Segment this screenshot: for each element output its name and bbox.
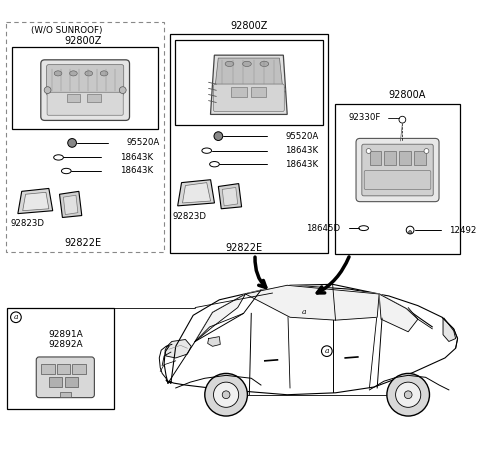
FancyBboxPatch shape <box>364 171 431 190</box>
Ellipse shape <box>202 148 212 153</box>
Ellipse shape <box>70 71 77 76</box>
Circle shape <box>399 116 406 123</box>
Circle shape <box>406 226 414 234</box>
Polygon shape <box>218 184 241 209</box>
Bar <box>384 151 396 165</box>
Bar <box>251 87 266 97</box>
Bar <box>7 307 114 409</box>
Bar <box>370 151 381 165</box>
Circle shape <box>366 149 371 153</box>
Text: 92823D: 92823D <box>172 212 206 221</box>
Polygon shape <box>379 294 418 332</box>
Ellipse shape <box>359 226 369 231</box>
Circle shape <box>214 382 239 407</box>
Text: 95520A: 95520A <box>285 132 318 140</box>
Polygon shape <box>18 188 53 213</box>
Polygon shape <box>63 195 78 214</box>
Text: 18643K: 18643K <box>285 146 318 155</box>
Text: 92891A: 92891A <box>48 330 83 339</box>
Circle shape <box>11 312 21 323</box>
Circle shape <box>387 373 430 416</box>
FancyBboxPatch shape <box>214 84 284 112</box>
Ellipse shape <box>242 61 251 66</box>
Text: 18643K: 18643K <box>120 153 153 162</box>
Bar <box>231 87 247 97</box>
Circle shape <box>404 391 412 399</box>
Polygon shape <box>216 58 282 85</box>
Text: 92892A: 92892A <box>48 340 83 349</box>
Ellipse shape <box>260 61 269 66</box>
Circle shape <box>396 382 421 407</box>
Bar <box>414 151 426 165</box>
Polygon shape <box>60 191 82 218</box>
Circle shape <box>271 289 280 298</box>
Ellipse shape <box>54 155 63 160</box>
Circle shape <box>68 139 76 147</box>
Ellipse shape <box>61 168 71 173</box>
Bar <box>60 392 71 397</box>
Text: 12492: 12492 <box>449 226 476 234</box>
Bar <box>67 94 80 101</box>
Circle shape <box>286 293 290 297</box>
Text: 18643K: 18643K <box>285 159 318 169</box>
Polygon shape <box>23 193 49 211</box>
FancyBboxPatch shape <box>47 65 124 96</box>
Bar <box>399 151 411 165</box>
Circle shape <box>322 346 332 357</box>
Polygon shape <box>165 339 191 358</box>
Ellipse shape <box>100 71 108 76</box>
Text: 92800A: 92800A <box>388 91 426 100</box>
Polygon shape <box>195 294 245 341</box>
Circle shape <box>214 132 223 140</box>
Bar <box>57 364 71 374</box>
Ellipse shape <box>210 161 219 167</box>
Polygon shape <box>178 179 215 206</box>
Ellipse shape <box>85 71 93 76</box>
Text: 18645D: 18645D <box>306 224 340 232</box>
FancyBboxPatch shape <box>41 60 130 120</box>
Text: a: a <box>324 347 329 355</box>
Text: 92800Z: 92800Z <box>64 36 101 46</box>
Text: (W/O SUNROOF): (W/O SUNROOF) <box>31 26 102 35</box>
Circle shape <box>44 86 51 93</box>
Bar <box>175 40 323 126</box>
FancyBboxPatch shape <box>36 357 95 398</box>
Bar <box>170 34 328 253</box>
Ellipse shape <box>225 61 234 66</box>
Circle shape <box>222 391 230 399</box>
Circle shape <box>408 231 411 233</box>
Polygon shape <box>182 183 211 203</box>
Text: a: a <box>301 308 306 316</box>
Polygon shape <box>211 55 287 114</box>
Text: 92822E: 92822E <box>64 238 101 248</box>
Circle shape <box>279 86 286 93</box>
Text: 92330F: 92330F <box>348 113 381 122</box>
Circle shape <box>298 307 309 318</box>
Text: 92822E: 92822E <box>226 243 263 252</box>
Polygon shape <box>208 337 220 346</box>
FancyBboxPatch shape <box>47 92 123 115</box>
FancyBboxPatch shape <box>362 144 433 196</box>
Bar <box>41 364 55 374</box>
Bar <box>49 377 62 387</box>
Ellipse shape <box>54 71 62 76</box>
Circle shape <box>205 373 247 416</box>
Bar <box>12 47 158 129</box>
Polygon shape <box>443 318 456 341</box>
Text: 92800Z: 92800Z <box>230 21 267 31</box>
Text: 18643K: 18643K <box>120 166 153 175</box>
Circle shape <box>120 86 126 93</box>
Text: 92823D: 92823D <box>11 219 45 228</box>
Bar <box>6 22 164 252</box>
Bar <box>87 94 101 101</box>
FancyBboxPatch shape <box>356 139 439 202</box>
Circle shape <box>424 149 429 153</box>
Bar <box>64 377 78 387</box>
Bar <box>335 104 460 254</box>
Polygon shape <box>222 187 238 206</box>
Polygon shape <box>245 286 379 320</box>
Text: a: a <box>13 313 18 321</box>
Bar <box>72 364 86 374</box>
Text: 95520A: 95520A <box>126 139 159 147</box>
